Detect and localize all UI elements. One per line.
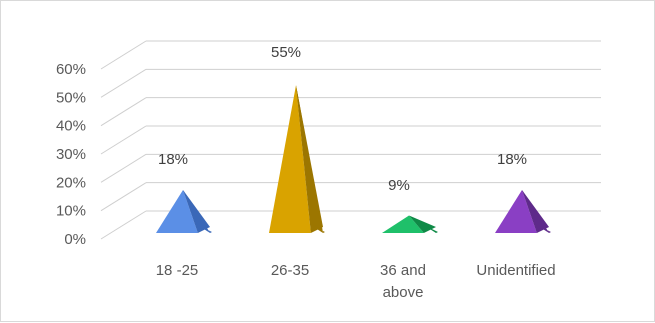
pyramid-front-face (156, 190, 198, 233)
y-tick-label: 0% (64, 231, 86, 248)
pyramid-right-face (183, 190, 210, 233)
gridline-depth (100, 97, 147, 127)
gridline-depth (100, 210, 147, 240)
gridline-depth (100, 68, 147, 98)
data-label: 18% (158, 151, 188, 168)
x-category-label: 36 and (380, 262, 426, 279)
pyramid-front-face (269, 85, 311, 234)
x-category-label: 18 -25 (156, 262, 199, 279)
y-tick-label: 10% (56, 203, 86, 220)
gridline-depth (100, 182, 147, 212)
y-tick-label: 50% (56, 89, 86, 106)
pyramid-front-face (495, 190, 537, 233)
pyramid-right-face (409, 215, 436, 233)
gridline-depth (100, 40, 147, 70)
pyramid-right-face (522, 190, 549, 233)
data-label: 18% (497, 151, 527, 168)
y-tick-label: 60% (56, 61, 86, 78)
x-category-label: Unidentified (476, 262, 555, 279)
y-tick-label: 20% (56, 174, 86, 191)
gridline-depth (100, 125, 147, 155)
y-tick-label: 30% (56, 146, 86, 163)
x-category-label: above (383, 284, 424, 301)
pyramid-front-face (382, 215, 424, 233)
pyramid-right-face (296, 85, 323, 234)
data-label: 55% (271, 44, 301, 61)
x-category-label: 26-35 (271, 262, 309, 279)
data-label: 9% (388, 177, 410, 194)
gridline-depth (100, 153, 147, 183)
y-tick-label: 40% (56, 118, 86, 135)
